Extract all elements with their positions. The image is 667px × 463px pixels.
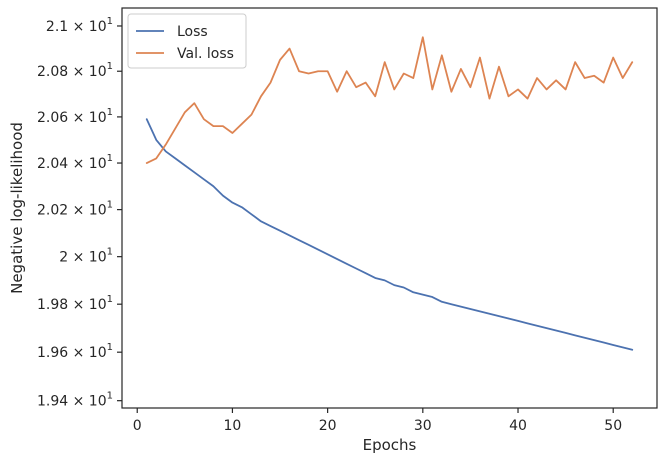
legend-box <box>127 13 247 69</box>
y-tick-label: 1.98 × 101 <box>37 294 113 313</box>
legend: Loss Val. loss <box>127 13 247 69</box>
x-tick-label: 30 <box>414 418 432 434</box>
y-axis-label: Negative log-likelihood <box>8 122 26 294</box>
y-tick-label: 2 × 101 <box>59 247 113 266</box>
x-axis-label: Epochs <box>363 436 417 454</box>
series-layer <box>145 36 634 351</box>
y-tick-label: 1.96 × 101 <box>37 342 113 361</box>
series-line-val-loss <box>145 36 634 164</box>
legend-label-val-loss: Val. loss <box>177 46 234 62</box>
y-tick-label: 2.04 × 101 <box>37 153 113 172</box>
y-axis-ticks: 1.94 × 101 1.96 × 101 1.98 × 101 2 × 101 2.0… <box>37 16 122 410</box>
series-line-loss <box>145 118 634 351</box>
x-tick-label: 10 <box>224 418 242 434</box>
x-tick-label: 0 <box>133 418 142 434</box>
x-tick-label: 40 <box>509 418 527 434</box>
x-axis-ticks: 0 10 20 30 40 50 <box>133 408 622 434</box>
y-tick-label: 1.94 × 101 <box>37 391 113 410</box>
legend-label-loss: Loss <box>177 24 208 40</box>
y-tick-label: 2.08 × 101 <box>37 61 113 80</box>
x-tick-label: 20 <box>319 418 337 434</box>
y-tick-label: 2.06 × 101 <box>37 107 113 126</box>
y-tick-label: 2.1 × 101 <box>46 16 113 35</box>
y-tick-label: 2.02 × 101 <box>37 200 113 219</box>
x-tick-label: 50 <box>604 418 622 434</box>
plot-frame <box>121 7 658 409</box>
